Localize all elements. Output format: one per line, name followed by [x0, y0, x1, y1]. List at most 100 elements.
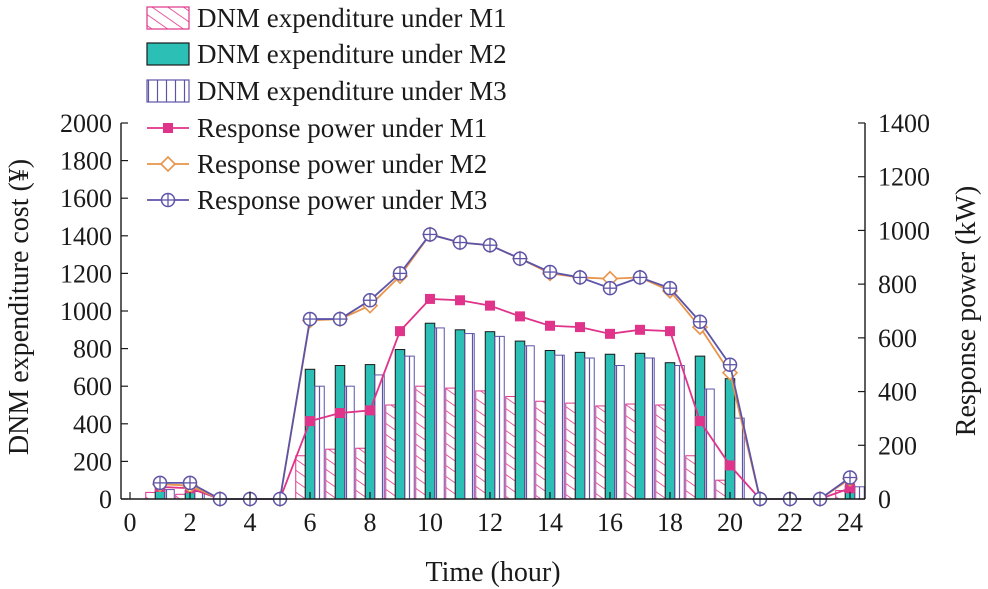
bar-2-17 — [634, 352, 646, 500]
bar-3-1 — [164, 489, 175, 500]
bar-3-7 — [344, 385, 355, 500]
bar-3-11 — [464, 333, 475, 500]
marker-3-19 — [692, 314, 708, 329]
x-tick-label: 12 — [477, 508, 503, 537]
marker-1-10 — [425, 293, 435, 304]
x-tick-label: 6 — [304, 508, 317, 537]
x-tick-label: 0 — [124, 508, 137, 537]
marker-1-11 — [455, 295, 465, 306]
marker-3-1 — [152, 475, 168, 491]
marker-1-17 — [635, 324, 645, 335]
x-tick-label: 18 — [657, 508, 683, 537]
left-y-tick-label: 1400 — [60, 222, 112, 251]
x-tick-label: 2 — [184, 508, 197, 537]
right-y-tick-label: 200 — [878, 431, 917, 460]
legend-label: Response power under M1 — [197, 113, 487, 143]
bar-1-14 — [535, 400, 546, 500]
legend-item-3: DNM expenditure under M3 — [146, 76, 507, 106]
bar-1-15 — [565, 402, 576, 500]
x-tick-label: 22 — [777, 508, 803, 537]
x-axis-title: Time (hour) — [425, 557, 560, 588]
marker-1-12 — [485, 300, 495, 311]
marker-1-9 — [395, 326, 405, 337]
legend-item-1: DNM expenditure under M1 — [146, 3, 507, 33]
bar-2-16 — [604, 353, 616, 500]
bar-3-9 — [404, 355, 415, 500]
marker-1-13 — [515, 311, 525, 322]
bar-1-10 — [415, 385, 426, 500]
axes-layer: 0200400600800100012001400160018002000020… — [4, 109, 982, 588]
bar-1-16 — [595, 405, 606, 500]
right-y-tick-label: 600 — [878, 324, 917, 353]
legend-marker — [159, 155, 177, 173]
right-y-tick-label: 800 — [878, 270, 917, 299]
marker-3-2 — [182, 475, 198, 491]
legend-swatch — [146, 6, 190, 30]
bar-3-16 — [614, 365, 625, 500]
legend-label: Response power under M2 — [197, 149, 487, 179]
x-tick-label: 16 — [597, 508, 623, 537]
bar-1-13 — [505, 396, 516, 500]
bar-1-17 — [625, 403, 636, 500]
line-series-2 — [159, 233, 851, 500]
legend-item-5: Response power under M2 — [147, 149, 487, 179]
bar-3-17 — [644, 357, 655, 500]
marker-1-7 — [335, 408, 345, 419]
bar-2-8 — [364, 364, 376, 500]
x-tick-label: 24 — [837, 508, 863, 537]
marker-1-19 — [695, 416, 705, 427]
left-y-tick-label: 200 — [73, 447, 112, 476]
bar-2-9 — [394, 349, 406, 500]
left-y-tick-label: 1000 — [60, 297, 112, 326]
bar-2-20 — [724, 378, 736, 500]
x-tick-label: 4 — [244, 508, 257, 537]
marker-1-14 — [545, 320, 555, 331]
bar-3-13 — [524, 345, 535, 500]
marker-3-20 — [722, 357, 738, 372]
marker-1-18 — [665, 326, 675, 337]
x-tick-label: 14 — [537, 508, 563, 537]
left-y-tick-label: 400 — [73, 410, 112, 439]
marker-3-14 — [542, 264, 558, 280]
bar-2-6 — [304, 368, 316, 500]
marker-3-8 — [362, 293, 378, 308]
legend-label: DNM expenditure under M2 — [197, 39, 507, 69]
bar-3-10 — [434, 327, 445, 500]
marker-3-6 — [302, 311, 318, 327]
bar-1-12 — [475, 390, 486, 500]
right-y-tick-label: 1000 — [878, 216, 930, 245]
bar-3-6 — [314, 385, 325, 500]
bar-3-15 — [584, 357, 595, 500]
legend-marker — [160, 192, 176, 208]
legend-label: Response power under M3 — [197, 185, 487, 215]
marker-3-12 — [482, 237, 498, 253]
line-series-3 — [160, 233, 851, 500]
left-y-tick-label: 0 — [99, 485, 112, 514]
marker-3-17 — [632, 270, 648, 285]
bar-2-15 — [574, 351, 586, 500]
bar-1-19 — [685, 455, 696, 500]
legend-item-4: Response power under M1 — [147, 113, 487, 143]
legend-swatch — [146, 42, 190, 66]
left-y-tick-label: 1600 — [60, 184, 112, 213]
right-y-tick-label: 1400 — [878, 109, 930, 138]
marker-3-11 — [452, 235, 468, 250]
bar-1-18 — [655, 404, 666, 500]
legend-label: DNM expenditure under M1 — [197, 3, 507, 33]
right-y-axis-title: Response power (kW) — [951, 186, 982, 436]
marker-1-16 — [605, 328, 615, 339]
marker-3-7 — [332, 311, 348, 327]
marker-3-16 — [602, 280, 618, 296]
legend-label: DNM expenditure under M3 — [197, 76, 507, 106]
bar-3-14 — [554, 354, 565, 500]
marker-3-9 — [392, 266, 408, 281]
marker-3-10 — [422, 227, 438, 242]
legend-swatch — [146, 79, 190, 103]
right-y-tick-label: 1200 — [878, 163, 930, 192]
marker-1-24 — [845, 483, 855, 494]
bar-3-19 — [704, 388, 715, 500]
left-y-axis-title: DNM expenditure cost (¥) — [4, 159, 35, 455]
marker-3-13 — [512, 251, 528, 266]
left-y-tick-label: 2000 — [60, 109, 112, 138]
